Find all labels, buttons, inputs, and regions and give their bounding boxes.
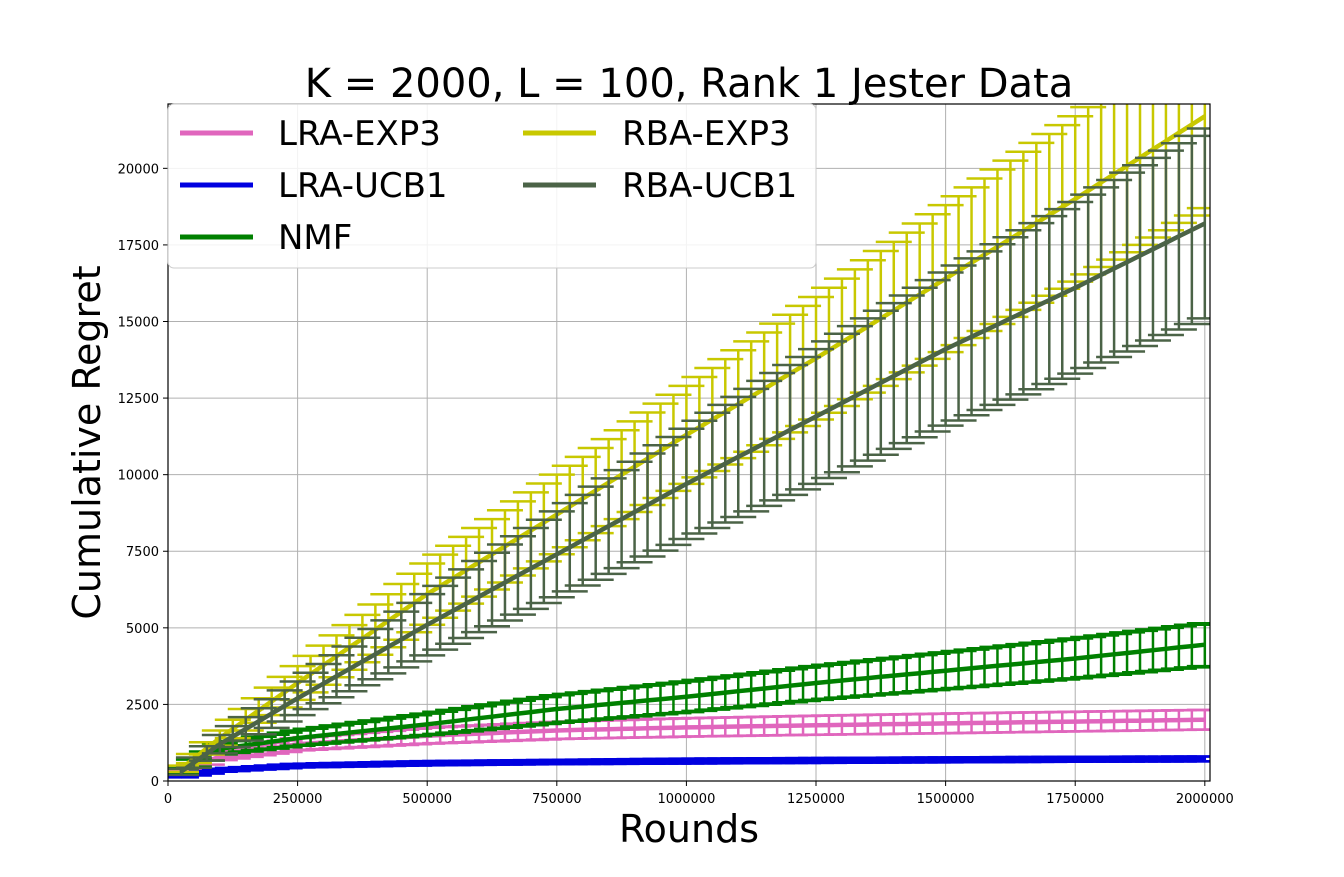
x-tick-label: 250000 (273, 792, 323, 807)
legend-label-rba-exp3: RBA-EXP3 (622, 114, 791, 154)
y-axis-label: Cumulative Regret (65, 265, 109, 619)
y-tick-label: 20000 (118, 162, 159, 177)
x-tick-label: 500000 (402, 792, 452, 807)
x-tick-label: 1250000 (787, 792, 845, 807)
series-lra-ucb1 (168, 755, 1210, 779)
series-line-nmf (179, 642, 1206, 773)
legend: LRA-EXP3 LRA-UCB1 NMF RBA-EXP3 RBA-UCB1 (167, 103, 817, 269)
x-axis-label: Rounds (619, 807, 759, 851)
legend-label-rba-ucb1: RBA-UCB1 (622, 166, 797, 206)
series-nmf (168, 621, 1210, 774)
chart-title: K = 2000, L = 100, Rank 1 Jester Data (305, 61, 1073, 107)
y-tick-label: 2500 (126, 698, 159, 713)
legend-label-lra-ucb1: LRA-UCB1 (278, 166, 448, 206)
y-tick-label: 5000 (126, 622, 159, 637)
y-tick-label: 12500 (118, 392, 159, 407)
legend-label-lra-exp3: LRA-EXP3 (278, 114, 441, 154)
axis-ticks: 0 250000 500000 750000 1000000 1250000 1500000… (118, 162, 1234, 807)
y-tick-label: 7500 (126, 545, 159, 560)
x-tick-label: 1000000 (657, 792, 715, 807)
y-tick-label: 15000 (118, 315, 159, 330)
y-tick-label: 0 (151, 775, 159, 790)
x-tick-label: 2000000 (1176, 792, 1234, 807)
y-tick-label: 17500 (118, 239, 159, 254)
x-tick-label: 0 (164, 792, 172, 807)
x-tick-label: 750000 (532, 792, 582, 807)
x-tick-label: 1500000 (917, 792, 975, 807)
series-line-lra-ucb1 (180, 756, 1205, 779)
x-tick-label: 1750000 (1046, 792, 1104, 807)
y-tick-label: 10000 (118, 469, 159, 484)
legend-box (167, 103, 817, 269)
legend-label-nmf: NMF (278, 218, 352, 258)
series-line-rba-ucb1 (179, 221, 1206, 774)
series-layer (168, 104, 1210, 779)
series-rba-ucb1 (168, 127, 1210, 777)
